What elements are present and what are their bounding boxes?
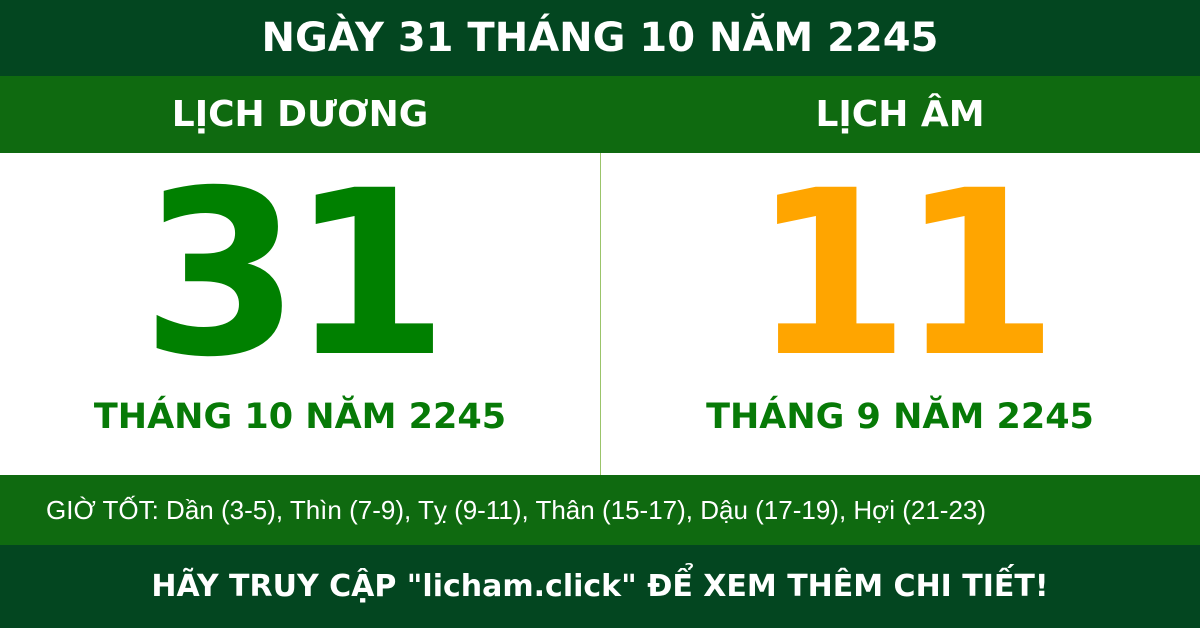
footer-cta: HÃY TRUY CẬP "licham.click" ĐỂ XEM THÊM … (0, 545, 1200, 628)
lunar-day: 11 (751, 160, 1058, 388)
solar-calendar-label: LỊCH DƯƠNG (171, 94, 429, 135)
lunar-calendar-label: LỊCH ÂM (815, 94, 985, 135)
solar-day: 31 (141, 160, 448, 388)
solar-month-year: THÁNG 10 NĂM 2245 (93, 397, 507, 437)
good-hours: GIỜ TỐT: Dần (3-5), Thìn (7-9), Tỵ (9-11… (0, 475, 1200, 545)
page-title: NGÀY 31 THÁNG 10 NĂM 2245 (0, 0, 1200, 76)
calendar-headers: LỊCH DƯƠNG LỊCH ÂM (0, 76, 1200, 153)
lunar-month-year: THÁNG 9 NĂM 2245 (706, 397, 1094, 437)
column-divider (600, 153, 601, 475)
